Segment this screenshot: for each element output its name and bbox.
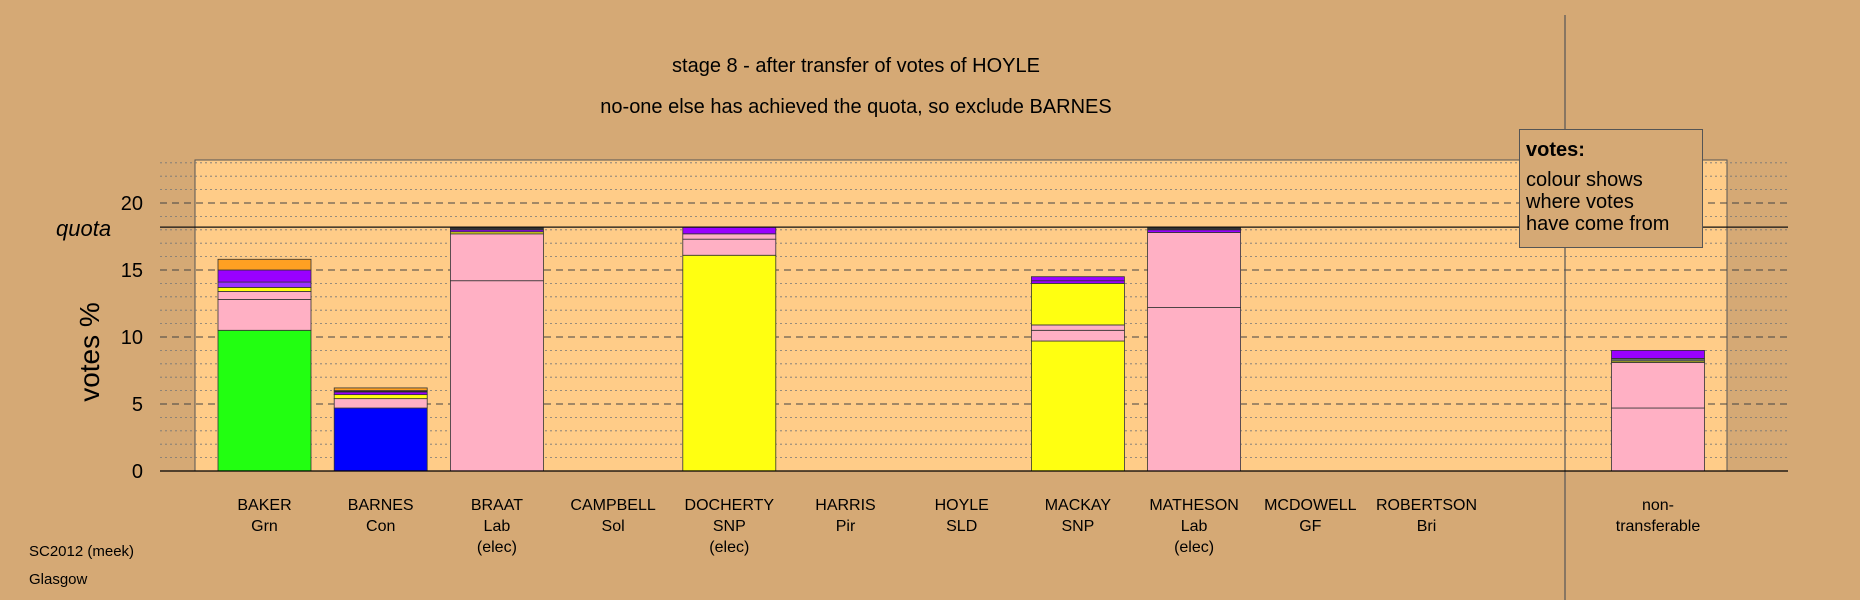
bar-segment [1031,280,1125,284]
x-tick-label: (elec) [477,539,517,556]
y-tick-label: 20 [121,193,143,215]
bar-segment [217,291,312,300]
y-tick-label: 0 [132,461,143,483]
x-tick-label: SNP [713,518,746,535]
bar-segment [449,233,544,282]
bar-segment [1147,229,1241,233]
footer-method: SC2012 (meek) [29,543,135,560]
x-tick-label: Sol [602,518,625,535]
x-tick-label: (elec) [1174,539,1214,556]
bar-segment [217,258,312,271]
y-tick-label: 5 [132,394,143,416]
bar-segment [1031,282,1125,326]
y-tick-label: 10 [121,327,143,349]
bar-segment [333,394,428,400]
x-tick-label: CAMPBELL [570,497,655,514]
x-tick-label: DOCHERTY [685,497,775,514]
legend-line: where votes [1526,191,1634,213]
bar-segment [333,407,428,472]
x-tick-label: BARNES [348,497,414,514]
legend-line: colour shows [1526,169,1643,191]
bar-segment [1147,232,1241,308]
x-tick-label: HARRIS [815,497,875,514]
bar-segment [1147,307,1241,472]
bar-segment [217,287,312,292]
x-tick-label: MACKAY [1045,497,1112,514]
bar-segment [682,233,777,240]
x-tick-label: Pir [836,518,856,535]
x-tick-label: Grn [251,518,278,535]
x-tick-label: SLD [946,518,977,535]
bar-segment [1611,362,1705,409]
x-tick-label: GF [1299,518,1321,535]
chart-title: stage 8 - after transfer of votes of HOY… [672,55,1040,77]
x-tick-label: Con [366,518,395,535]
quota-label: quota [56,216,111,241]
bar-segment [682,226,777,235]
x-tick-label: MCDOWELL [1264,497,1357,514]
footer-ward: Glasgow [29,571,88,588]
x-tick-label: non- [1642,497,1674,514]
legend-line: have come from [1526,213,1670,235]
x-tick-label: BAKER [237,497,291,514]
x-tick-label: Bri [1417,518,1437,535]
x-tick-label: SNP [1061,518,1094,535]
bar-segment [217,281,312,288]
x-tick-label: MATHESON [1149,497,1238,514]
bar-segment [682,254,777,472]
bar-segment [1031,324,1125,331]
bar-segment [333,391,428,396]
bar-segment [1031,340,1125,472]
bar-segment [333,387,428,392]
bar-segment [449,280,544,472]
bar-segment [1031,329,1125,342]
bar-segment [217,299,312,331]
bar-segment [1611,349,1705,359]
y-axis-label: votes % [74,302,105,402]
legend-box: votes: colour shows where votes have com… [1519,129,1703,248]
bar-segment [682,238,777,256]
chart-subtitle: no-one else has achieved the quota, so e… [600,96,1111,118]
x-tick-label: Lab [484,518,511,535]
bar-segment [217,329,312,472]
x-tick-label: BRAAT [471,497,523,514]
x-tick-label: ROBERTSON [1376,497,1477,514]
bar-segment [1031,276,1125,282]
legend-title: votes: [1526,139,1585,161]
bar-segment [333,398,428,409]
x-tick-label: (elec) [709,539,749,556]
y-tick-label: 15 [121,260,143,282]
x-tick-label: transferable [1616,518,1701,535]
x-tick-label: Lab [1181,518,1208,535]
bar-segment [217,269,312,283]
bar-segment [1611,358,1705,362]
bar-segment [1611,407,1705,472]
x-tick-label: HOYLE [935,497,989,514]
